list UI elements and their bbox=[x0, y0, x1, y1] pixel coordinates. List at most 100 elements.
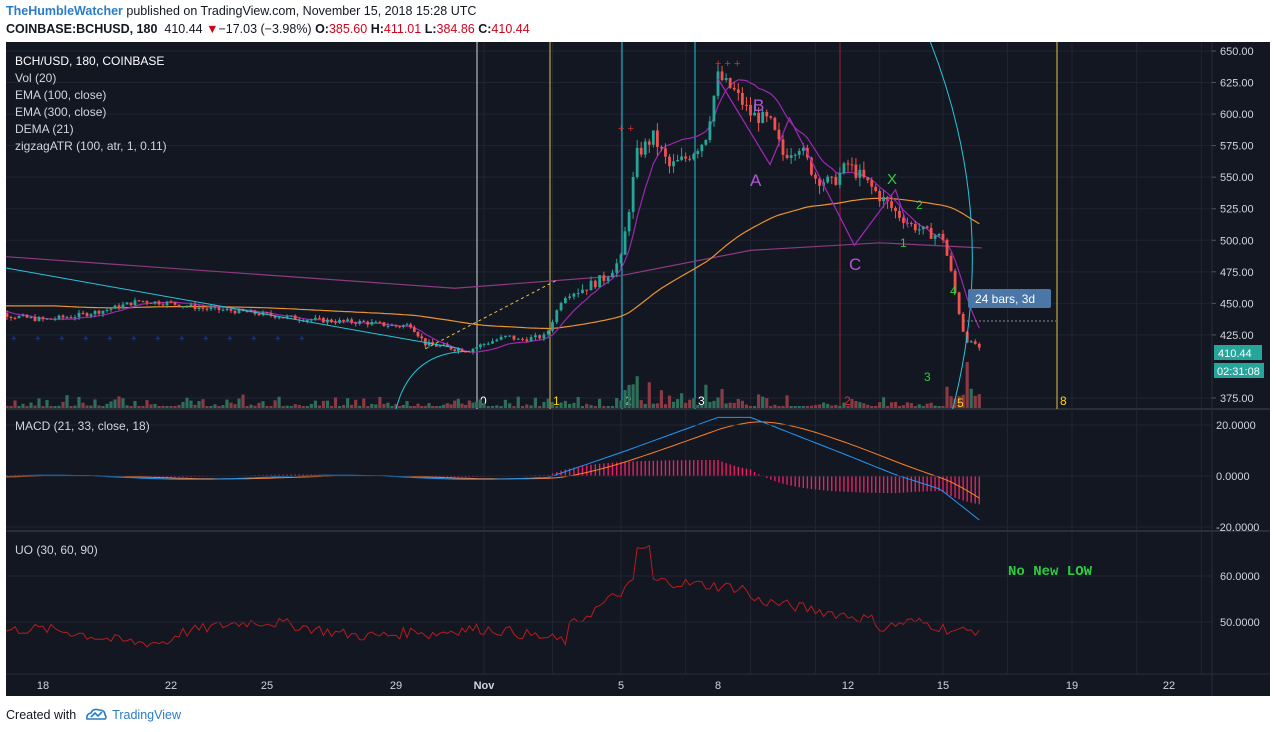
volume-bar bbox=[93, 399, 97, 408]
volume-bar bbox=[57, 405, 61, 408]
volume-bar bbox=[925, 403, 929, 408]
volume-bar bbox=[631, 384, 635, 408]
volume-bar bbox=[438, 406, 442, 408]
uo-tick-label: 60.0000 bbox=[1220, 571, 1260, 583]
candle-body bbox=[886, 197, 889, 202]
volume-bar bbox=[382, 403, 386, 408]
candle-body bbox=[491, 341, 494, 344]
candle-body bbox=[894, 207, 897, 211]
candle-body bbox=[969, 341, 973, 343]
legend-item-zigzag[interactable]: zigzagATR (100, atr, 1, 0.11) bbox=[15, 139, 167, 153]
price-tick-label: 450.00 bbox=[1220, 298, 1254, 310]
candle-body bbox=[728, 78, 732, 88]
candle-body bbox=[423, 338, 427, 346]
grid-lines bbox=[6, 42, 1212, 674]
volume-bar bbox=[281, 406, 285, 408]
candle-body bbox=[37, 317, 41, 321]
change-value: −17.03 (−3.98%) bbox=[218, 22, 312, 36]
candle-body bbox=[749, 104, 752, 116]
candle-body bbox=[464, 351, 468, 353]
legend-item-vol[interactable]: Vol (20) bbox=[15, 71, 57, 85]
main-legend-title[interactable]: BCH/USD, 180, COINBASE bbox=[15, 54, 165, 68]
volume-bar bbox=[245, 406, 249, 408]
volume-bar bbox=[317, 405, 322, 408]
time-tick-label: 15 bbox=[937, 680, 949, 692]
volume-bar bbox=[125, 405, 129, 408]
candle-body bbox=[257, 313, 261, 316]
bars-range-box[interactable] bbox=[968, 289, 1051, 308]
candle-body bbox=[842, 163, 846, 173]
signal-marker: + bbox=[275, 334, 281, 345]
volume-bar bbox=[957, 396, 961, 408]
volume-bar bbox=[671, 401, 676, 408]
candle-body bbox=[145, 301, 149, 303]
time-tick-label: 25 bbox=[261, 680, 273, 692]
legend-item-ema100[interactable]: EMA (100, close) bbox=[15, 88, 107, 102]
volume-bar bbox=[297, 404, 301, 408]
candle-body bbox=[785, 154, 789, 158]
volume-bar bbox=[358, 405, 362, 408]
low-value: 384.86 bbox=[436, 22, 475, 36]
candle-body bbox=[416, 332, 420, 337]
volume-bar bbox=[370, 403, 374, 408]
candle-body bbox=[141, 300, 145, 302]
candle-body bbox=[354, 322, 358, 324]
author-link[interactable]: TheHumbleWatcher bbox=[6, 4, 123, 18]
countdown-tag-text: 02:31:08 bbox=[1217, 366, 1260, 378]
legend-uo[interactable]: UO (30, 60, 90) bbox=[15, 543, 98, 557]
volume-bar bbox=[341, 405, 346, 408]
candle-body bbox=[631, 176, 635, 213]
candle-body bbox=[870, 180, 874, 187]
volume-bar bbox=[546, 398, 550, 408]
volume-bar bbox=[460, 403, 464, 408]
candle-body bbox=[197, 307, 201, 310]
candle-body bbox=[651, 130, 655, 145]
candle-body bbox=[724, 78, 728, 81]
ema300-line bbox=[6, 242, 982, 289]
candle-body bbox=[834, 176, 838, 185]
candle-body bbox=[460, 348, 464, 352]
candle-body bbox=[217, 306, 221, 310]
close-label: C: bbox=[478, 22, 492, 36]
candle-body bbox=[917, 229, 921, 231]
volume-bar bbox=[277, 396, 281, 408]
volume-bar bbox=[512, 406, 516, 408]
legend-item-ema300[interactable]: EMA (300, close) bbox=[15, 105, 107, 119]
candle-body bbox=[482, 343, 486, 345]
candle-body bbox=[745, 104, 748, 106]
volume-bar bbox=[237, 398, 241, 408]
legend-item-dema[interactable]: DEMA (21) bbox=[15, 122, 74, 136]
volume-bar bbox=[555, 406, 559, 408]
volume-bar bbox=[708, 401, 712, 408]
footer-brand-link[interactable]: TradingView bbox=[112, 707, 181, 722]
candle-body bbox=[213, 306, 217, 308]
volume-bar bbox=[117, 396, 121, 408]
candle-body bbox=[205, 308, 209, 310]
volume-bar bbox=[89, 405, 93, 408]
legend-macd[interactable]: MACD (21, 33, close, 18) bbox=[15, 419, 150, 433]
volume-bar bbox=[427, 403, 431, 408]
candle-body bbox=[17, 316, 21, 319]
candle-body bbox=[854, 164, 858, 178]
volume-bar bbox=[615, 397, 619, 408]
candle-body bbox=[977, 343, 981, 348]
volume-bar bbox=[362, 398, 366, 408]
volume-bar bbox=[965, 362, 969, 408]
volume-bar bbox=[627, 384, 631, 408]
volume-bar bbox=[81, 402, 85, 408]
volume-bar bbox=[390, 406, 394, 408]
candle-body bbox=[85, 313, 89, 317]
candle-body bbox=[420, 336, 424, 339]
volume-bar bbox=[817, 404, 822, 408]
macd-tick-label: -20.0000 bbox=[1216, 522, 1259, 534]
chart-canvas[interactable]: 012382 +++++++++++++ 650.00625.00600.005… bbox=[6, 42, 1270, 696]
candle-body bbox=[740, 92, 744, 105]
volume-bar bbox=[921, 405, 925, 408]
volume-bar bbox=[716, 397, 720, 408]
fib-arc-right bbox=[929, 42, 973, 410]
candle-body bbox=[941, 233, 945, 240]
candle-body bbox=[635, 147, 639, 177]
volume-bar bbox=[572, 402, 576, 408]
candle-body bbox=[563, 298, 567, 304]
tradingview-logo-icon[interactable] bbox=[84, 707, 108, 724]
